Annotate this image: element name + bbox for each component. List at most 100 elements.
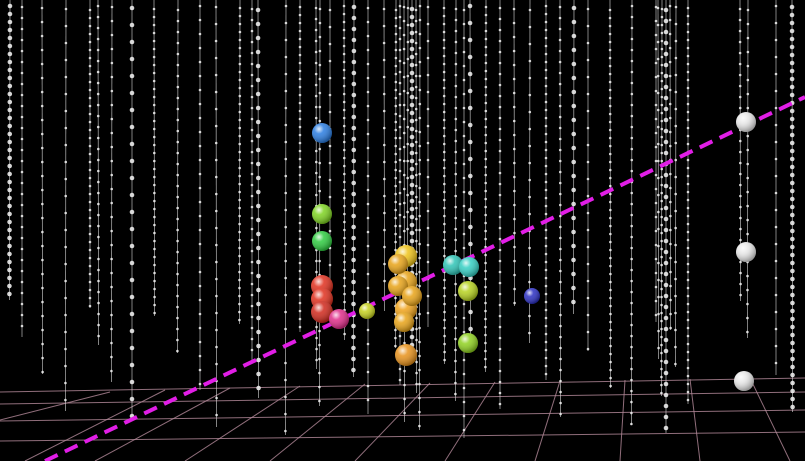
dom-sensor	[7, 219, 12, 225]
dom-sensor	[7, 11, 13, 17]
dom-sensor	[426, 22, 430, 26]
detector-string	[774, 0, 778, 375]
dom-sensor	[402, 201, 406, 205]
dom-sensor	[238, 270, 241, 274]
dom-sensor	[738, 18, 742, 22]
dom-sensor	[660, 167, 664, 171]
dom-sensor	[129, 175, 135, 181]
dom-sensor	[250, 304, 254, 308]
dom-sensor	[454, 29, 458, 33]
dom-sensor	[318, 49, 322, 53]
dom-sensor	[738, 73, 742, 77]
dom-sensor	[544, 20, 548, 24]
dom-sensor	[215, 345, 218, 349]
dom-sensor	[738, 7, 742, 11]
dom-sensor	[414, 41, 418, 45]
dom-sensor	[64, 245, 67, 249]
dom-sensor	[153, 199, 156, 203]
dom-sensor	[64, 194, 68, 198]
dom-sensor	[238, 158, 242, 162]
dom-sensor	[403, 383, 406, 387]
detector-string	[654, 0, 658, 322]
dom-sensor	[414, 30, 418, 34]
dom-sensor	[468, 173, 473, 179]
dom-sensor	[414, 184, 418, 188]
dom-sensor	[255, 147, 261, 153]
dom-sensor	[789, 20, 795, 26]
dom-sensor	[351, 158, 357, 164]
reconstructed-track	[44, 95, 805, 461]
dom-sensor	[351, 114, 357, 120]
dom-sensor	[96, 147, 100, 151]
dom-sensor	[328, 195, 332, 199]
dom-sensor	[674, 56, 678, 60]
dom-sensor	[544, 100, 548, 104]
dom-sensor	[528, 280, 531, 284]
dom-sensor	[238, 134, 242, 138]
dom-sensor	[351, 15, 357, 21]
dom-sensor	[318, 189, 322, 193]
dom-sensor	[406, 227, 409, 231]
detector-string	[512, 0, 516, 307]
dom-sensor	[409, 334, 415, 340]
dom-sensor	[7, 59, 13, 65]
dom-sensor	[284, 327, 287, 331]
dom-sensor	[383, 177, 386, 181]
dom-sensor	[298, 13, 302, 17]
dom-sensor	[64, 279, 67, 283]
dom-sensor	[153, 263, 156, 267]
dom-sensor	[498, 28, 502, 32]
dom-sensor	[558, 38, 562, 42]
dom-sensor	[559, 291, 562, 295]
dom-sensor	[738, 62, 742, 66]
dom-sensor	[394, 168, 398, 172]
dom-sensor	[40, 62, 44, 66]
dom-sensor	[663, 95, 669, 101]
dom-sensor	[586, 41, 590, 45]
dom-sensor	[654, 201, 658, 205]
dom-sensor	[366, 20, 370, 24]
dom-sensor	[571, 89, 577, 95]
dom-sensor	[498, 61, 502, 65]
dom-sensor	[462, 372, 466, 376]
dom-sensor	[498, 237, 502, 241]
dom-sensor	[318, 399, 321, 403]
dom-sensor	[484, 325, 487, 329]
dom-sensor	[512, 91, 516, 95]
dom-sensor	[442, 150, 446, 154]
dom-sensor	[129, 5, 135, 11]
dom-sensor	[314, 149, 318, 153]
dom-sensor	[198, 32, 202, 36]
dom-sensor	[402, 89, 406, 93]
dom-sensor	[318, 35, 322, 39]
dom-sensor	[64, 330, 67, 334]
detector-string	[129, 0, 135, 419]
dom-sensor	[443, 318, 446, 322]
dom-sensor	[88, 184, 92, 188]
dom-sensor	[674, 311, 677, 315]
dom-sensor	[398, 70, 402, 74]
dom-sensor	[250, 95, 254, 99]
dom-sensor	[789, 124, 795, 130]
dom-sensor	[382, 92, 386, 96]
dom-sensor	[250, 194, 254, 198]
dom-sensor	[609, 288, 612, 292]
dom-sensor	[663, 238, 669, 244]
dom-sensor	[746, 232, 749, 236]
dom-sensor	[789, 156, 795, 162]
dom-sensor	[366, 258, 370, 262]
detector-string	[214, 0, 218, 428]
dom-sensor	[394, 160, 398, 164]
dom-sensor	[351, 180, 357, 186]
dom-sensor	[774, 72, 778, 76]
dom-sensor	[298, 197, 302, 201]
dom-sensor	[467, 156, 473, 162]
dom-sensor	[513, 273, 516, 277]
dom-sensor	[686, 110, 690, 114]
dom-sensor	[250, 348, 254, 352]
dom-sensor	[129, 277, 135, 283]
dom-sensor	[528, 59, 532, 63]
dom-sensor	[318, 343, 321, 347]
